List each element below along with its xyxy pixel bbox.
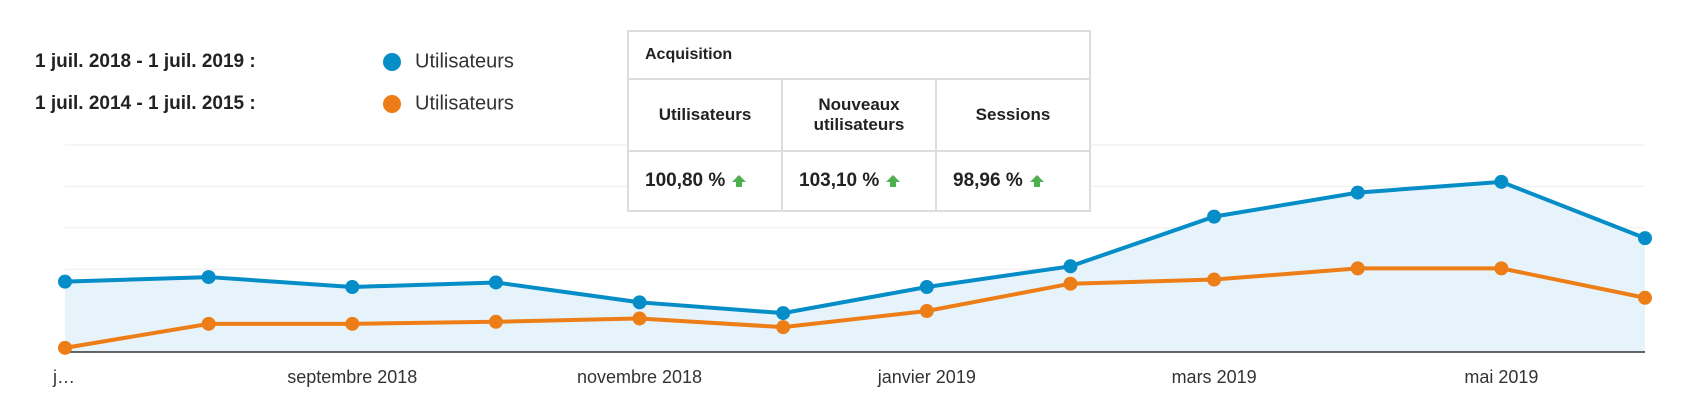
up-arrow [732,174,747,187]
legend-period: 1 juil. 2014 - 1 juil. 2015 : [35,93,256,114]
data-point [776,320,791,335]
data-point [632,311,647,326]
table-columns: Utilisateurs Nouveaux utilisateurs Sessi… [627,78,1091,152]
data-point [1350,261,1365,276]
x-tick-label: j… [52,367,75,387]
up-arrow [886,174,901,187]
data-point [776,306,791,321]
table-header: Acquisition [627,30,1091,80]
data-point [58,340,72,355]
data-point [1063,276,1078,291]
data-point [345,316,360,331]
data-point [1207,272,1222,287]
data-point [1494,261,1509,276]
legend-label: Utilisateurs [415,50,514,72]
data-point [1063,259,1078,274]
value: 100,80 % [645,170,726,191]
data-point [632,295,647,310]
data-point [1638,290,1652,305]
column-header: Sessions [935,78,1091,152]
table-values: 100,80 % 103,10 % 98,96 % [627,150,1091,212]
x-tick-label: janvier 2019 [877,367,976,387]
data-point [345,280,360,295]
legend-swatch [383,95,401,113]
column-header: Nouveaux utilisateurs [781,78,937,152]
value: 98,96 % [953,170,1023,191]
x-tick-label: novembre 2018 [577,367,702,387]
legend-label: Utilisateurs [415,92,514,114]
data-point [919,280,934,295]
data-point [1494,174,1509,189]
x-tick-label: septembre 2018 [287,367,417,387]
up-arrow [1029,174,1044,187]
data-point [58,274,72,289]
value-cell: 100,80 % [627,150,783,212]
data-point [201,316,216,331]
column-header: Utilisateurs [627,78,783,152]
series-area [65,181,1645,352]
value-cell: 98,96 % [935,150,1091,212]
x-tick-label: mars 2019 [1172,367,1257,387]
data-point [1350,185,1365,200]
data-point [919,304,934,319]
series-line [64,179,1646,316]
value-cell: 103,10 % [781,150,937,212]
series-line [64,266,1646,350]
data-point [1207,209,1222,224]
legend-period: 1 juil. 2018 - 1 juil. 2019 : [35,51,256,72]
data-point [1638,231,1652,246]
data-point [488,314,503,329]
data-point [488,275,503,290]
table-title: Acquisition [627,30,1091,80]
legend-swatch [383,53,401,71]
data-point [201,270,216,285]
x-tick-label: mai 2019 [1464,367,1538,387]
acquisition-table: Acquisition Utilisateurs Nouveaux utilis… [627,30,1091,212]
value: 103,10 % [799,170,880,191]
